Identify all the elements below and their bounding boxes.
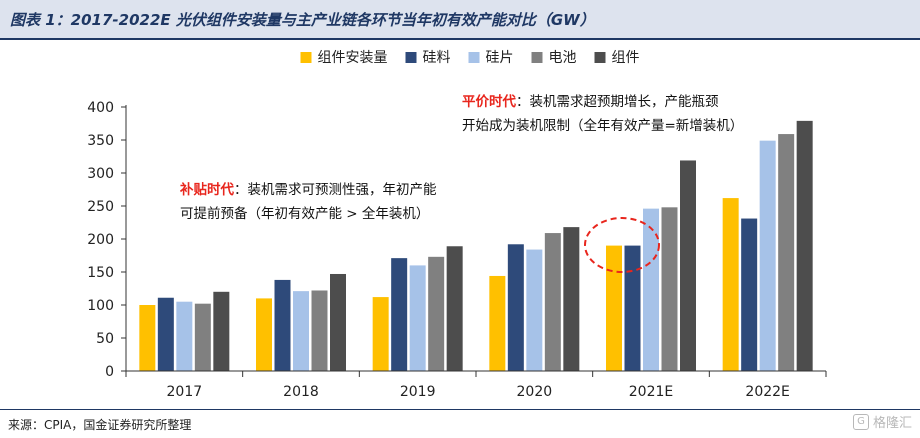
bar-2018-series-1 — [256, 298, 272, 371]
legend-label-series-2: 硅料 — [423, 50, 451, 66]
bar-2017-series-4 — [194, 303, 211, 371]
y-tick-label: 350 — [87, 133, 114, 149]
source-divider — [0, 409, 920, 410]
x-tick-label: 2018 — [283, 384, 319, 400]
annotation-parity-line2: 开始成为装机限制（全年有效产量=新增装机） — [462, 118, 744, 134]
bar-2017-series-3 — [176, 301, 193, 371]
legend-swatch-series-1 — [300, 52, 312, 63]
bar-2017-series-1 — [139, 305, 156, 371]
watermark-logo-icon: G — [852, 413, 869, 430]
bars-group — [139, 120, 813, 371]
y-tick-label: 250 — [87, 199, 114, 215]
y-tick-label: 100 — [87, 298, 114, 314]
legend-label-series-3: 硅片 — [486, 50, 514, 66]
bar-2019-series-1 — [372, 297, 389, 371]
bar-2020-series-1 — [489, 275, 506, 371]
legend-swatch-series-4 — [531, 52, 543, 63]
bar-2021e-series-2 — [624, 245, 641, 371]
y-tick-label: 400 — [87, 100, 114, 116]
legend-swatch-series-2 — [405, 52, 417, 63]
x-axis: 2017 2018 2019 2020 2021E 2022E — [125, 370, 827, 400]
bar-2017-series-5 — [213, 291, 230, 371]
x-tick-label: 2020 — [517, 384, 553, 400]
bar-2019-series-3 — [409, 265, 426, 371]
annotation-parity: 平价时代：装机需求超预期增长，产能瓶颈 开始成为装机限制（全年有效产量=新增装机… — [462, 90, 743, 138]
bar-2021e-series-5 — [680, 160, 696, 371]
annotation-parity-text: ：装机需求超预期增长，产能瓶颈 — [516, 94, 719, 110]
annotation-subsidy-text: ：装机需求可预测性强，年初产能 — [234, 182, 437, 198]
bar-chart: 组件安装量 硅料 硅片 电池 组件 0 50 100 150 200 250 300 350 400 2… — [87, 50, 827, 400]
y-tick-label: 200 — [87, 232, 114, 248]
bar-2018-series-4 — [311, 290, 328, 371]
legend: 组件安装量 硅料 硅片 电池 组件 — [300, 50, 640, 66]
bar-2022e-series-2 — [741, 218, 758, 371]
bar-2020-series-3 — [526, 249, 543, 371]
title-bar: 图表 1：2017-2022E 光伏组件安装量与主产业链各环节当年初有效产能对比… — [0, 0, 920, 40]
x-tick-label: 2022E — [745, 384, 789, 400]
annotation-subsidy-line2: 可提前预备（年初有效产能 > 全年装机） — [180, 206, 430, 222]
y-tick-label: 50 — [96, 331, 114, 347]
bar-2020-series-4 — [544, 233, 561, 371]
figure-title: 图表 1：2017-2022E 光伏组件安装量与主产业链各环节当年初有效产能对比… — [10, 11, 595, 29]
bar-2018-series-5 — [330, 273, 346, 371]
legend-label-series-4: 电池 — [549, 50, 577, 66]
x-tick-label: 2017 — [167, 384, 203, 400]
bar-2020-series-2 — [507, 244, 524, 371]
x-tick-label: 2019 — [400, 384, 436, 400]
legend-label-series-5: 组件 — [612, 50, 640, 66]
bar-2022e-series-4 — [778, 134, 795, 371]
y-tick-label: 300 — [87, 166, 114, 182]
y-tick-label: 150 — [87, 265, 114, 281]
annotation-subsidy: 补贴时代：装机需求可预测性强，年初产能 可提前预备（年初有效产能 > 全年装机） — [180, 178, 437, 226]
bar-2020-series-5 — [563, 227, 580, 371]
annotation-parity-highlight: 平价时代 — [462, 94, 516, 110]
bar-2018-series-3 — [293, 291, 309, 371]
source-note: 来源：CPIA，国金证券研究所整理 — [8, 418, 192, 432]
bar-2021e-series-1 — [606, 245, 622, 371]
watermark: G 格隆汇 — [852, 412, 912, 431]
bar-2019-series-2 — [391, 258, 408, 371]
legend-label-series-1: 组件安装量 — [318, 50, 388, 66]
bar-2022e-series-3 — [759, 140, 776, 371]
bar-2018-series-2 — [274, 279, 291, 371]
bar-2022e-series-1 — [722, 198, 739, 371]
y-axis: 0 50 100 150 200 250 300 350 400 — [87, 100, 127, 380]
annotation-subsidy-highlight: 补贴时代 — [180, 182, 234, 198]
watermark-text: 格隆汇 — [872, 416, 912, 431]
bar-2019-series-5 — [446, 246, 463, 371]
bar-2019-series-4 — [428, 256, 445, 371]
bar-2017-series-2 — [157, 297, 174, 371]
bar-2021e-series-4 — [661, 207, 678, 371]
y-tick-label: 0 — [105, 364, 114, 380]
x-tick-label: 2021E — [629, 384, 673, 400]
highlight-circle — [584, 217, 660, 273]
legend-swatch-series-3 — [468, 52, 480, 63]
legend-swatch-series-5 — [594, 52, 606, 63]
bar-2021e-series-3 — [643, 208, 659, 371]
bar-2022e-series-5 — [796, 120, 813, 371]
